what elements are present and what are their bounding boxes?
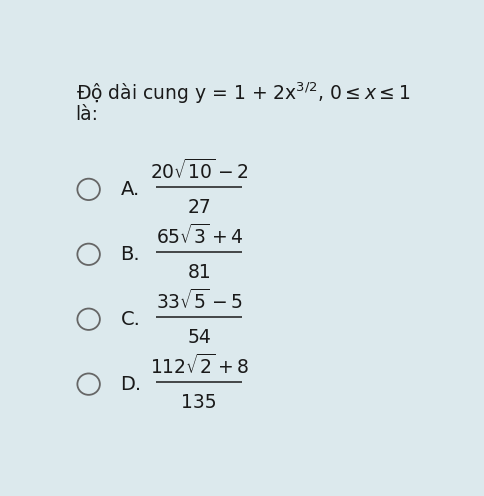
Text: $20\sqrt{10}-2$: $20\sqrt{10}-2$ [150,159,248,183]
Text: 27: 27 [187,198,211,217]
Text: A.: A. [121,180,140,199]
Text: 54: 54 [187,328,211,347]
Text: $65\sqrt{3}+4$: $65\sqrt{3}+4$ [155,224,243,248]
Text: 135: 135 [182,393,217,412]
Text: là:: là: [76,105,99,124]
Text: $33\sqrt{5}-5$: $33\sqrt{5}-5$ [156,289,242,313]
Text: $112\sqrt{2}+8$: $112\sqrt{2}+8$ [150,354,249,378]
Text: Độ dài cung y = 1 + 2x$^{3/2}$, $0 \leq x \leq 1$: Độ dài cung y = 1 + 2x$^{3/2}$, $0 \leq … [76,80,410,106]
Text: 81: 81 [187,263,211,282]
Text: B.: B. [121,245,140,264]
Text: C.: C. [121,310,140,329]
Text: D.: D. [121,374,142,394]
